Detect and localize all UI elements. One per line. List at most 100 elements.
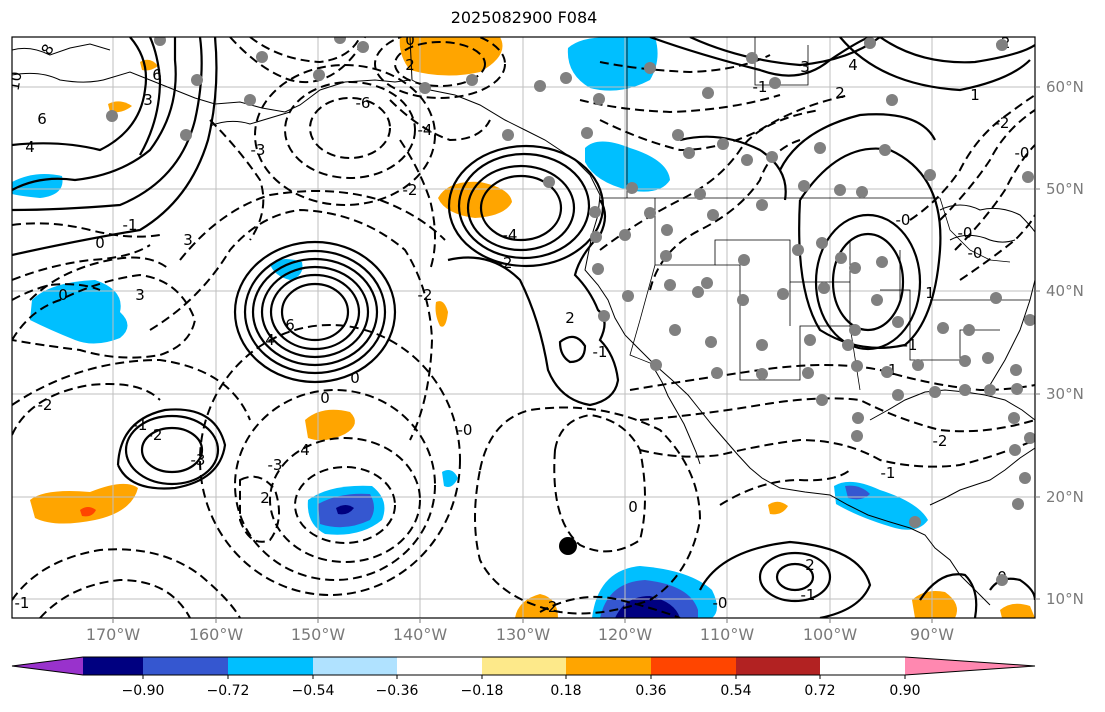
shade-blue-west-mid [30,280,128,344]
colorbar-label: 0.36 [635,683,667,699]
contour-label: -3 [251,141,266,159]
lon-label-120w: 120°W [597,625,653,644]
shade-blue-north-canada [567,37,658,91]
contour-label: 0 [405,31,415,49]
shade-blue-small-central [270,258,303,280]
lat-label-20n: 20°N [1046,488,1084,506]
lon-label-110w: 110°W [699,625,755,644]
colorbar-segment [482,657,566,675]
contour-label: 2 [565,309,575,327]
contour-label: -1 [881,464,896,482]
shade-blue-small-2 [442,470,458,487]
contour-label: -2 [933,432,948,450]
colorbar-segment [736,657,820,675]
colorbar-label: −0.36 [375,683,419,699]
colorbar-label: −0.54 [291,683,335,699]
shade-orange-small-2 [768,501,788,515]
contour-label: -3 [268,456,283,474]
lat-label-40n: 40°N [1046,282,1084,300]
colorbar-segment [228,657,313,675]
lon-label-170w: 170°W [85,625,141,644]
contour-label: 2 [405,56,415,74]
shade-navy-central-pacific-core [336,505,354,515]
contour-label: -0 [968,244,983,262]
contours-negative [12,37,1035,618]
contour-label: 2 [805,556,815,574]
colorbar-label: 0.90 [889,683,921,699]
contour-label: 0 [320,389,330,407]
colorbar-segment [83,657,143,675]
contour-label: 10 [5,70,26,92]
contour-label: -4 [503,226,518,244]
storm-center-marker [559,537,577,555]
shade-orange-gulf-alaska-north [399,37,503,76]
graticule [12,37,1035,618]
lon-label-140w: 140°W [392,625,448,644]
lon-label-90w: 90°W [909,625,955,644]
shade-orange-central-pacific [305,409,355,441]
colorbar-label: 0.18 [550,683,582,699]
contour-label: -2 [995,114,1010,132]
colorbar-extend-high [905,657,1035,675]
shade-red-west-pacific [80,507,96,517]
contour-label: 6 [152,66,162,84]
shade-orange-nw-2 [108,101,132,113]
contour-label: 4 [25,138,35,156]
contour-label: -0 [896,211,911,229]
colorbar-segment [651,657,736,675]
colorbar-label: −0.72 [206,683,250,699]
colorbar-extend-low [12,657,83,675]
lon-label-160w: 160°W [188,625,244,644]
shade-orange-se [912,591,958,618]
contour-label: 0 [95,234,105,252]
contour-label: 4 [300,441,310,459]
contour-label: -0 [458,421,473,439]
contour-label: -0 [958,224,973,242]
shade-orange-west-pacific [30,483,138,524]
contour-label: -1 [753,78,768,96]
contour-label: 4 [848,56,858,74]
contour-label: 4 [265,331,275,349]
lon-ticks [112,618,933,623]
shade-orange-west-of-bc [438,181,512,218]
contour-label: 2 [260,489,270,507]
shade-blue-mexico-mid [845,485,870,500]
contour-label: -1 [903,336,918,354]
contour-label: -0 [1015,144,1030,162]
contour-label: -6 [356,94,371,112]
contour-label: 3 [143,91,153,109]
contour-label: -2 [148,426,163,444]
colorbar-segment [397,657,482,675]
contour-label: 6 [285,316,295,334]
contour-label: -2 [403,181,418,199]
contour-label: 0 [58,286,68,304]
lat-label-50n: 50°N [1046,180,1084,198]
contour-label: -1 [593,343,608,361]
contour-label: 6 [37,110,47,128]
map-title: 2025082900 F084 [450,8,598,27]
colorbar-segment [143,657,228,675]
lat-label-10n: 10°N [1046,590,1084,608]
contour-label: -1 [801,586,816,604]
colorbar-label: 0.72 [804,683,836,699]
contour-label: 2 [835,84,845,102]
contour-label: 3 [135,286,145,304]
colorbar-outline [11,656,1036,676]
shade-orange-south-center [515,594,558,618]
lon-label-100w: 100°W [802,625,858,644]
lat-ticks [1035,86,1040,600]
contour-label: 3 [183,231,193,249]
contour-label: 3 [800,58,810,76]
contour-label: 1 [925,284,935,302]
shade-orange-se-2 [1000,603,1035,618]
contour-label: -2 [543,598,558,616]
contour-label: -1 [15,594,30,612]
lat-label-60n: 60°N [1046,78,1084,96]
contour-label: -3 [191,451,206,469]
contour-label: -0 [713,594,728,612]
shade-orange-small-1 [435,301,448,327]
lat-label-30n: 30°N [1046,385,1084,403]
station-dots [106,37,1035,586]
colorbar-label: −0.90 [121,683,165,699]
